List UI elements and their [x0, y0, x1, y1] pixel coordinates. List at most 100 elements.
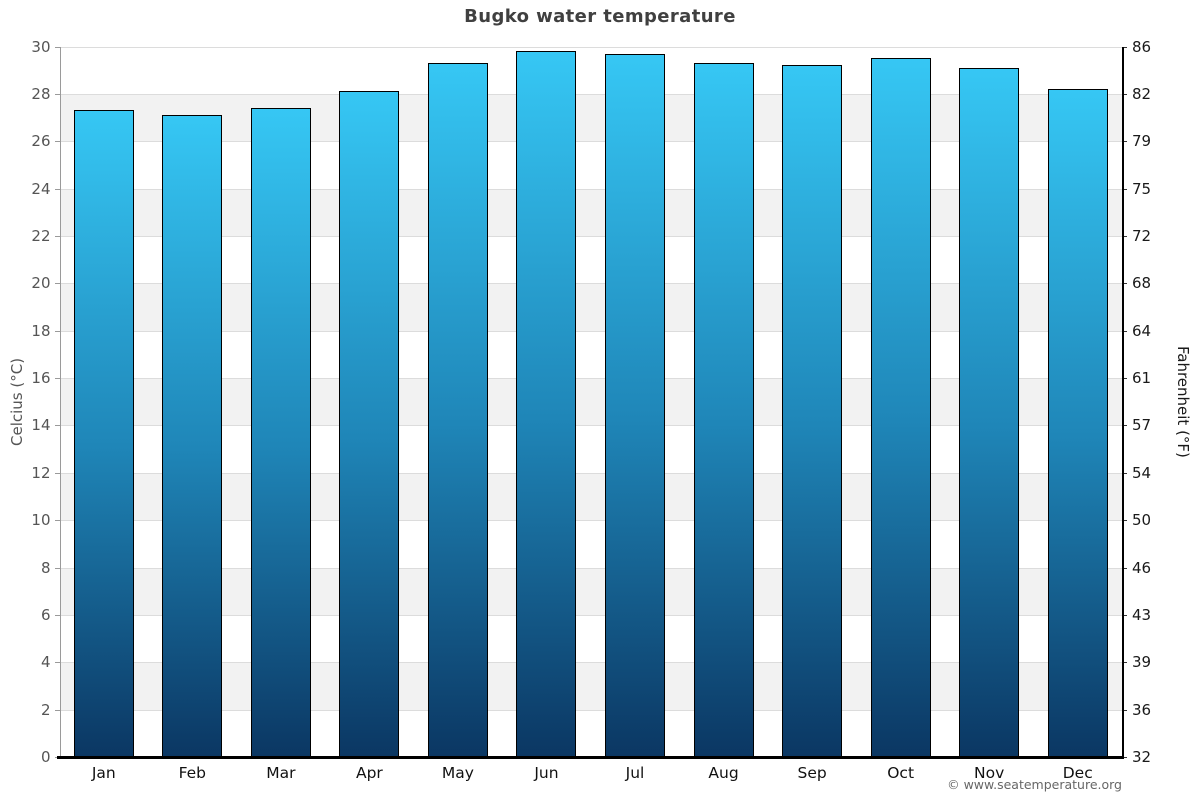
grid-band [59, 283, 1122, 331]
y-axis-right-spine [1122, 46, 1124, 757]
bar-dec [1047, 89, 1108, 757]
y-axis-right-tick [1122, 46, 1127, 48]
y-axis-left-tick [54, 662, 60, 664]
y-tick-label-left-22: 22 [31, 226, 51, 245]
y-axis-right-title: Fahrenheit (°F) [1174, 345, 1192, 458]
y-axis-left-tick [54, 709, 60, 711]
bar-nov [959, 67, 1020, 757]
y-tick-label-left-6: 6 [40, 605, 51, 624]
gridline [59, 188, 1122, 190]
gridline [59, 235, 1122, 237]
x-tick-label-oct: Oct [887, 764, 915, 782]
y-tick-label-left-26: 26 [31, 132, 51, 151]
y-tick-label-right-75: 75 [1132, 179, 1152, 198]
y-tick-label-left-14: 14 [31, 416, 51, 435]
gridline [59, 520, 1122, 522]
gridline [59, 378, 1122, 380]
y-axis-left-tick [54, 520, 60, 522]
y-axis-left-tick [54, 283, 60, 285]
gridline [59, 330, 1122, 332]
x-tick-label-feb: Feb [178, 764, 207, 782]
y-axis-right-tick [1122, 472, 1127, 474]
y-axis-left-tick [54, 188, 60, 190]
y-tick-label-right-43: 43 [1132, 605, 1152, 624]
y-tick-label-left-8: 8 [40, 558, 51, 577]
y-axis-right-tick [1122, 235, 1127, 237]
y-axis-right-tick [1122, 188, 1127, 190]
gridline [59, 567, 1122, 569]
y-tick-label-left-10: 10 [31, 511, 51, 530]
y-tick-label-right-72: 72 [1132, 226, 1152, 245]
y-tick-label-right-86: 86 [1132, 37, 1152, 56]
gridline [59, 283, 1122, 285]
y-tick-label-left-24: 24 [31, 179, 51, 198]
x-tick-label-mar: Mar [266, 764, 296, 782]
grid-band [59, 662, 1122, 710]
y-axis-left-tick [54, 472, 60, 474]
grid-band [59, 188, 1122, 236]
y-tick-label-left-30: 30 [31, 37, 51, 56]
y-axis-right-tick [1122, 614, 1127, 616]
x-tick-label-jun: Jun [534, 764, 559, 782]
gridline [59, 472, 1122, 474]
y-axis-left-tick [54, 330, 60, 332]
y-tick-label-left-28: 28 [31, 84, 51, 103]
gridline [59, 141, 1122, 143]
bar-aug [693, 63, 754, 757]
bar-may [427, 63, 488, 757]
grid-band [59, 472, 1122, 521]
bar-jun [516, 51, 577, 757]
y-axis-right-tick [1122, 567, 1127, 569]
y-tick-label-left-18: 18 [31, 321, 51, 340]
grid-band [59, 93, 1122, 142]
y-axis-right-tick [1122, 93, 1127, 95]
y-tick-label-right-82: 82 [1132, 84, 1152, 103]
gridline [59, 93, 1122, 95]
y-axis-left-tick [54, 425, 60, 427]
gridline [59, 709, 1122, 711]
y-axis-left-tick [54, 141, 60, 143]
y-tick-label-left-2: 2 [40, 700, 51, 719]
gridline [59, 46, 1122, 48]
y-axis-right-tick [1122, 330, 1127, 332]
y-axis-right-tick [1122, 141, 1127, 143]
y-tick-label-right-54: 54 [1132, 463, 1152, 482]
x-tick-label-jul: Jul [625, 764, 645, 782]
y-axis-right-tick [1122, 425, 1127, 427]
y-tick-label-right-39: 39 [1132, 653, 1152, 672]
x-tick-label-aug: Aug [708, 764, 739, 782]
x-tick-label-sep: Sep [797, 764, 827, 782]
y-tick-label-right-68: 68 [1132, 274, 1152, 293]
copyright-text: © www.seatemperature.org [947, 777, 1122, 792]
y-tick-label-right-32: 32 [1132, 748, 1152, 766]
grid-band [59, 378, 1122, 426]
y-tick-label-right-57: 57 [1132, 416, 1152, 435]
y-axis-right-tick [1122, 662, 1127, 664]
y-axis-right-tick [1122, 378, 1127, 380]
y-axis-left-tick [54, 614, 60, 616]
y-tick-label-right-61: 61 [1132, 369, 1152, 388]
y-tick-label-right-64: 64 [1132, 321, 1152, 340]
x-axis-line [57, 755, 1124, 759]
gridline [59, 662, 1122, 664]
chart-title: Bugko water temperature [464, 6, 736, 27]
bar-apr [339, 91, 400, 757]
x-tick-label-nov: Nov [974, 764, 1005, 782]
y-axis-right-tick [1122, 709, 1127, 711]
y-axis-right-tick [1122, 757, 1127, 758]
y-axis-left-tick [54, 378, 60, 380]
bar-jan [73, 110, 134, 757]
y-tick-label-left-20: 20 [31, 274, 51, 293]
y-tick-label-left-0: 0 [40, 748, 51, 766]
x-tick-label-may: May [441, 764, 474, 782]
y-axis-right-tick [1122, 520, 1127, 522]
bar-oct [870, 58, 931, 757]
y-tick-label-right-50: 50 [1132, 511, 1152, 530]
x-tick-label-apr: Apr [355, 764, 383, 782]
bar-mar [250, 108, 311, 757]
y-tick-label-left-4: 4 [40, 653, 51, 672]
bar-feb [162, 115, 223, 757]
y-tick-label-right-46: 46 [1132, 558, 1152, 577]
